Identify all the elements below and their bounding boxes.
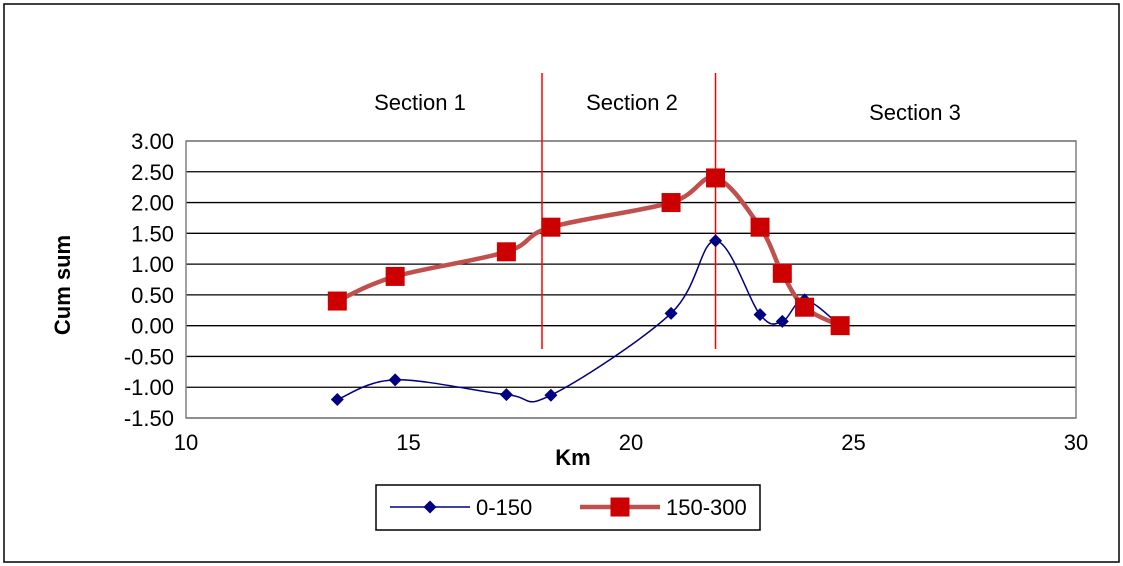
data-point [388,373,402,387]
data-point [499,388,513,402]
section-label-1: Section 1 [374,90,466,115]
x-tick-label: 20 [619,430,643,455]
data-point [750,217,770,237]
series-150-300 [327,168,850,336]
y-tick-label: -1.00 [124,375,174,400]
data-point [753,308,767,322]
data-point [541,217,561,237]
y-tick-label: 2.50 [131,160,174,185]
y-axis-title: Cum sum [50,235,75,335]
legend-marker [423,500,437,514]
y-tick-label: 2.00 [131,191,174,216]
series-0-150 [330,234,847,407]
section-label-2: Section 2 [586,90,678,115]
data-point [772,263,792,283]
data-point [795,297,815,317]
y-tick-label: 0.00 [131,314,174,339]
y-tick-label: -0.50 [124,344,174,369]
series-line [337,239,841,403]
chart-area-border [3,3,1120,563]
data-point [706,168,726,188]
legend: 0-150 150-300 [375,484,761,531]
tick-layer: -1.50 -1.00 -0.50 0.00 0.50 1.00 1.50 2.00 2.50 3… [124,129,1088,455]
data-point [496,242,516,262]
data-point [330,393,344,407]
y-tick-label: 3.00 [131,129,174,154]
data-point [664,306,678,320]
x-tick-label: 25 [841,430,865,455]
x-tick-label: 10 [174,430,198,455]
data-point [830,316,850,336]
data-point [709,234,723,248]
data-point [327,291,347,311]
legend-item-150-300: 150-300 [580,495,747,520]
data-point [544,388,558,402]
x-tick-label: 30 [1064,430,1088,455]
data-point [661,193,681,213]
y-tick-label: 1.50 [131,221,174,246]
series-layer [327,168,850,407]
x-axis-title: Km [555,445,590,470]
legend-marker [610,497,630,517]
y-tick-label: 0.50 [131,283,174,308]
legend-item-0-150: 0-150 [390,495,532,520]
y-tick-label: 1.00 [131,252,174,277]
plot-area-border [185,140,1077,419]
section-layer: Section 1 Section 2 Section 3 [374,73,961,349]
data-point [385,266,405,286]
x-tick-label: 15 [396,430,420,455]
legend-items: 0-150 150-300 [390,495,747,520]
legend-label: 150-300 [666,495,747,520]
section-label-3: Section 3 [869,100,961,125]
y-tick-label: -1.50 [124,406,174,431]
legend-label: 0-150 [476,495,532,520]
data-point [775,314,789,328]
